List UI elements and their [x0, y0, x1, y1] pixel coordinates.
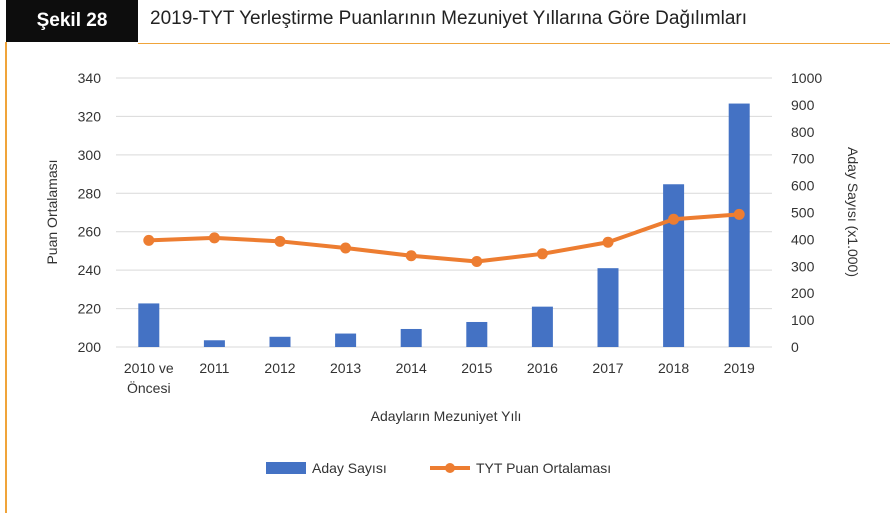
- y-left-tick-label: 260: [78, 224, 102, 240]
- y-axis-right-label: Aday Sayısı (x1.000): [845, 147, 861, 277]
- x-tick-label: 2012: [264, 360, 295, 376]
- y-left-tick-label: 280: [78, 185, 102, 201]
- point-tyt-puan: [208, 232, 220, 244]
- y-right-tick-label: 1000: [791, 70, 822, 86]
- y-right-tick-label: 900: [791, 97, 815, 113]
- y-axis-left-label: Puan Ortalaması: [44, 159, 60, 264]
- x-tick-label: 2014: [396, 360, 427, 376]
- bar-aday-sayisi: [269, 336, 291, 347]
- bar-aday-sayisi: [531, 306, 553, 347]
- x-tick-label: 2015: [461, 360, 492, 376]
- point-tyt-puan: [274, 235, 286, 247]
- y-right-tick-label: 800: [791, 124, 815, 140]
- y-right-tick-label: 400: [791, 231, 815, 247]
- x-tick-label: 2013: [330, 360, 361, 376]
- legend-label-tyt-puan: TYT Puan Ortalaması: [476, 460, 611, 476]
- y-right-tick-label: 500: [791, 205, 815, 221]
- bar-aday-sayisi: [203, 340, 225, 347]
- point-tyt-puan: [405, 250, 417, 262]
- bar-aday-sayisi: [466, 321, 488, 347]
- y-right-tick-label: 100: [791, 312, 815, 328]
- x-tick-label: 2018: [658, 360, 689, 376]
- y-right-tick-label: 600: [791, 178, 815, 194]
- line-series: [143, 208, 745, 267]
- y-right-tick-label: 200: [791, 285, 815, 301]
- y-left-tick-label: 220: [78, 301, 102, 317]
- line-tyt-puan: [148, 212, 740, 264]
- y-left-tick-label: 320: [78, 108, 102, 124]
- frame-left-border: [5, 42, 7, 513]
- x-tick-label: 2017: [592, 360, 623, 376]
- point-tyt-puan: [668, 213, 680, 225]
- y-right-tick-label: 0: [791, 339, 799, 355]
- legend-label-aday-sayisi: Aday Sayısı: [312, 460, 387, 476]
- tick-labels: 200 220 240 260 280 300 320 340 0 100 200 300 400 500…: [78, 70, 823, 396]
- bar-aday-sayisi: [597, 268, 619, 347]
- x-tick-label: 2016: [527, 360, 558, 376]
- x-tick-label: 2011: [199, 360, 229, 376]
- figure-tag: Şekil 28: [6, 0, 138, 42]
- point-tyt-puan: [340, 242, 352, 254]
- legend: Aday Sayısı TYT Puan Ortalaması: [266, 460, 611, 476]
- x-tick-label: 2019: [724, 360, 755, 376]
- gridlines: [116, 77, 772, 348]
- bar-series: [138, 103, 750, 348]
- point-tyt-puan: [471, 255, 483, 267]
- x-tick-label: 2010 ve: [124, 360, 174, 376]
- x-axis-label: Adayların Mezuniyet Yılı: [371, 408, 522, 424]
- bar-aday-sayisi: [728, 103, 750, 348]
- bar-aday-sayisi: [663, 184, 685, 347]
- y-left-tick-label: 300: [78, 147, 102, 163]
- legend-swatch-aday-sayisi: [266, 462, 306, 474]
- point-tyt-puan: [733, 208, 745, 220]
- point-tyt-puan: [602, 236, 614, 248]
- y-right-tick-label: 700: [791, 151, 815, 167]
- point-tyt-puan: [143, 234, 155, 246]
- x-tick-label: Öncesi: [127, 379, 171, 396]
- figure-title: 2019-TYT Yerleştirme Puanlarının Mezuniy…: [150, 8, 748, 29]
- y-left-tick-label: 200: [78, 339, 102, 355]
- bar-aday-sayisi: [138, 303, 160, 347]
- y-right-tick-label: 300: [791, 258, 815, 274]
- frame-top-border: [138, 43, 890, 44]
- y-left-tick-label: 240: [78, 262, 102, 278]
- point-tyt-puan: [536, 248, 548, 260]
- y-left-tick-label: 340: [78, 70, 102, 86]
- bar-aday-sayisi: [400, 328, 422, 347]
- bar-aday-sayisi: [335, 333, 357, 347]
- legend-swatch-tyt-marker: [445, 463, 455, 473]
